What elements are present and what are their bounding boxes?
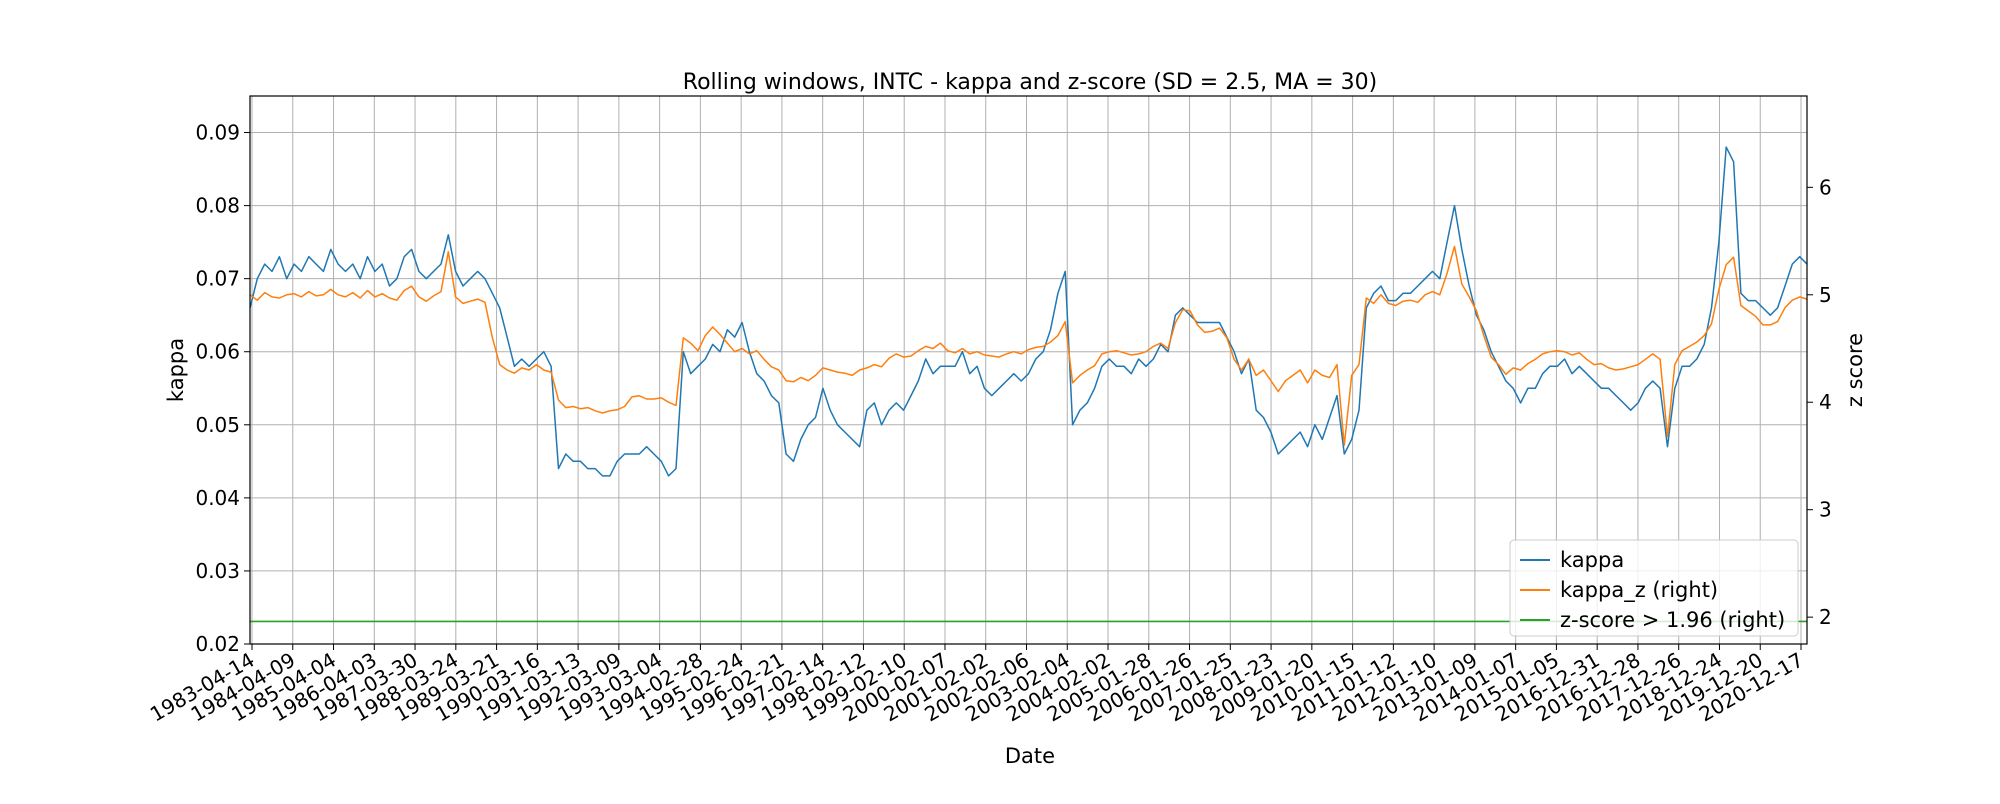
y2-tick-label: 4 bbox=[1819, 390, 1832, 414]
series-line-1 bbox=[249, 245, 1808, 446]
y-tick-label: 0.03 bbox=[195, 559, 240, 583]
y-tick-label: 0.05 bbox=[195, 413, 240, 437]
y-tick-label: 0.04 bbox=[195, 486, 240, 510]
y2-tick-label: 3 bbox=[1819, 498, 1832, 522]
y2-tick-label: 2 bbox=[1819, 605, 1832, 629]
y-tick-label: 0.02 bbox=[195, 632, 240, 656]
x-axis-label: Date bbox=[1005, 744, 1055, 768]
y-tick-label: 0.07 bbox=[195, 267, 240, 291]
y-tick-label: 0.06 bbox=[195, 340, 240, 364]
series-line-0 bbox=[249, 146, 1808, 477]
chart-title: Rolling windows, INTC - kappa and z-scor… bbox=[683, 70, 1377, 95]
x-axis: 1983-04-141984-04-091985-04-041986-04-03… bbox=[146, 644, 1808, 726]
y2-tick-label: 6 bbox=[1819, 175, 1832, 199]
y-tick-label: 0.09 bbox=[195, 121, 240, 145]
legend: kappa kappa_z (right) z-score > 1.96 (righ… bbox=[1509, 539, 1799, 637]
legend-box bbox=[1509, 539, 1799, 637]
y-axis-label: kappa bbox=[164, 338, 188, 402]
y2-axis-label: z score bbox=[1843, 333, 1867, 407]
legend-label: kappa bbox=[1560, 548, 1624, 572]
plot-frame bbox=[249, 95, 1808, 645]
legend-label: z-score > 1.96 (right) bbox=[1560, 608, 1785, 632]
y-tick-label: 0.08 bbox=[195, 194, 240, 218]
y-axis-left: 0.02 0.03 0.04 0.05 0.06 0.07 0.08 0.09 bbox=[195, 121, 250, 656]
y-axis-right: 2 3 4 5 6 bbox=[1807, 175, 1832, 629]
legend-label: kappa_z (right) bbox=[1560, 578, 1718, 603]
y2-tick-label: 5 bbox=[1819, 283, 1832, 307]
